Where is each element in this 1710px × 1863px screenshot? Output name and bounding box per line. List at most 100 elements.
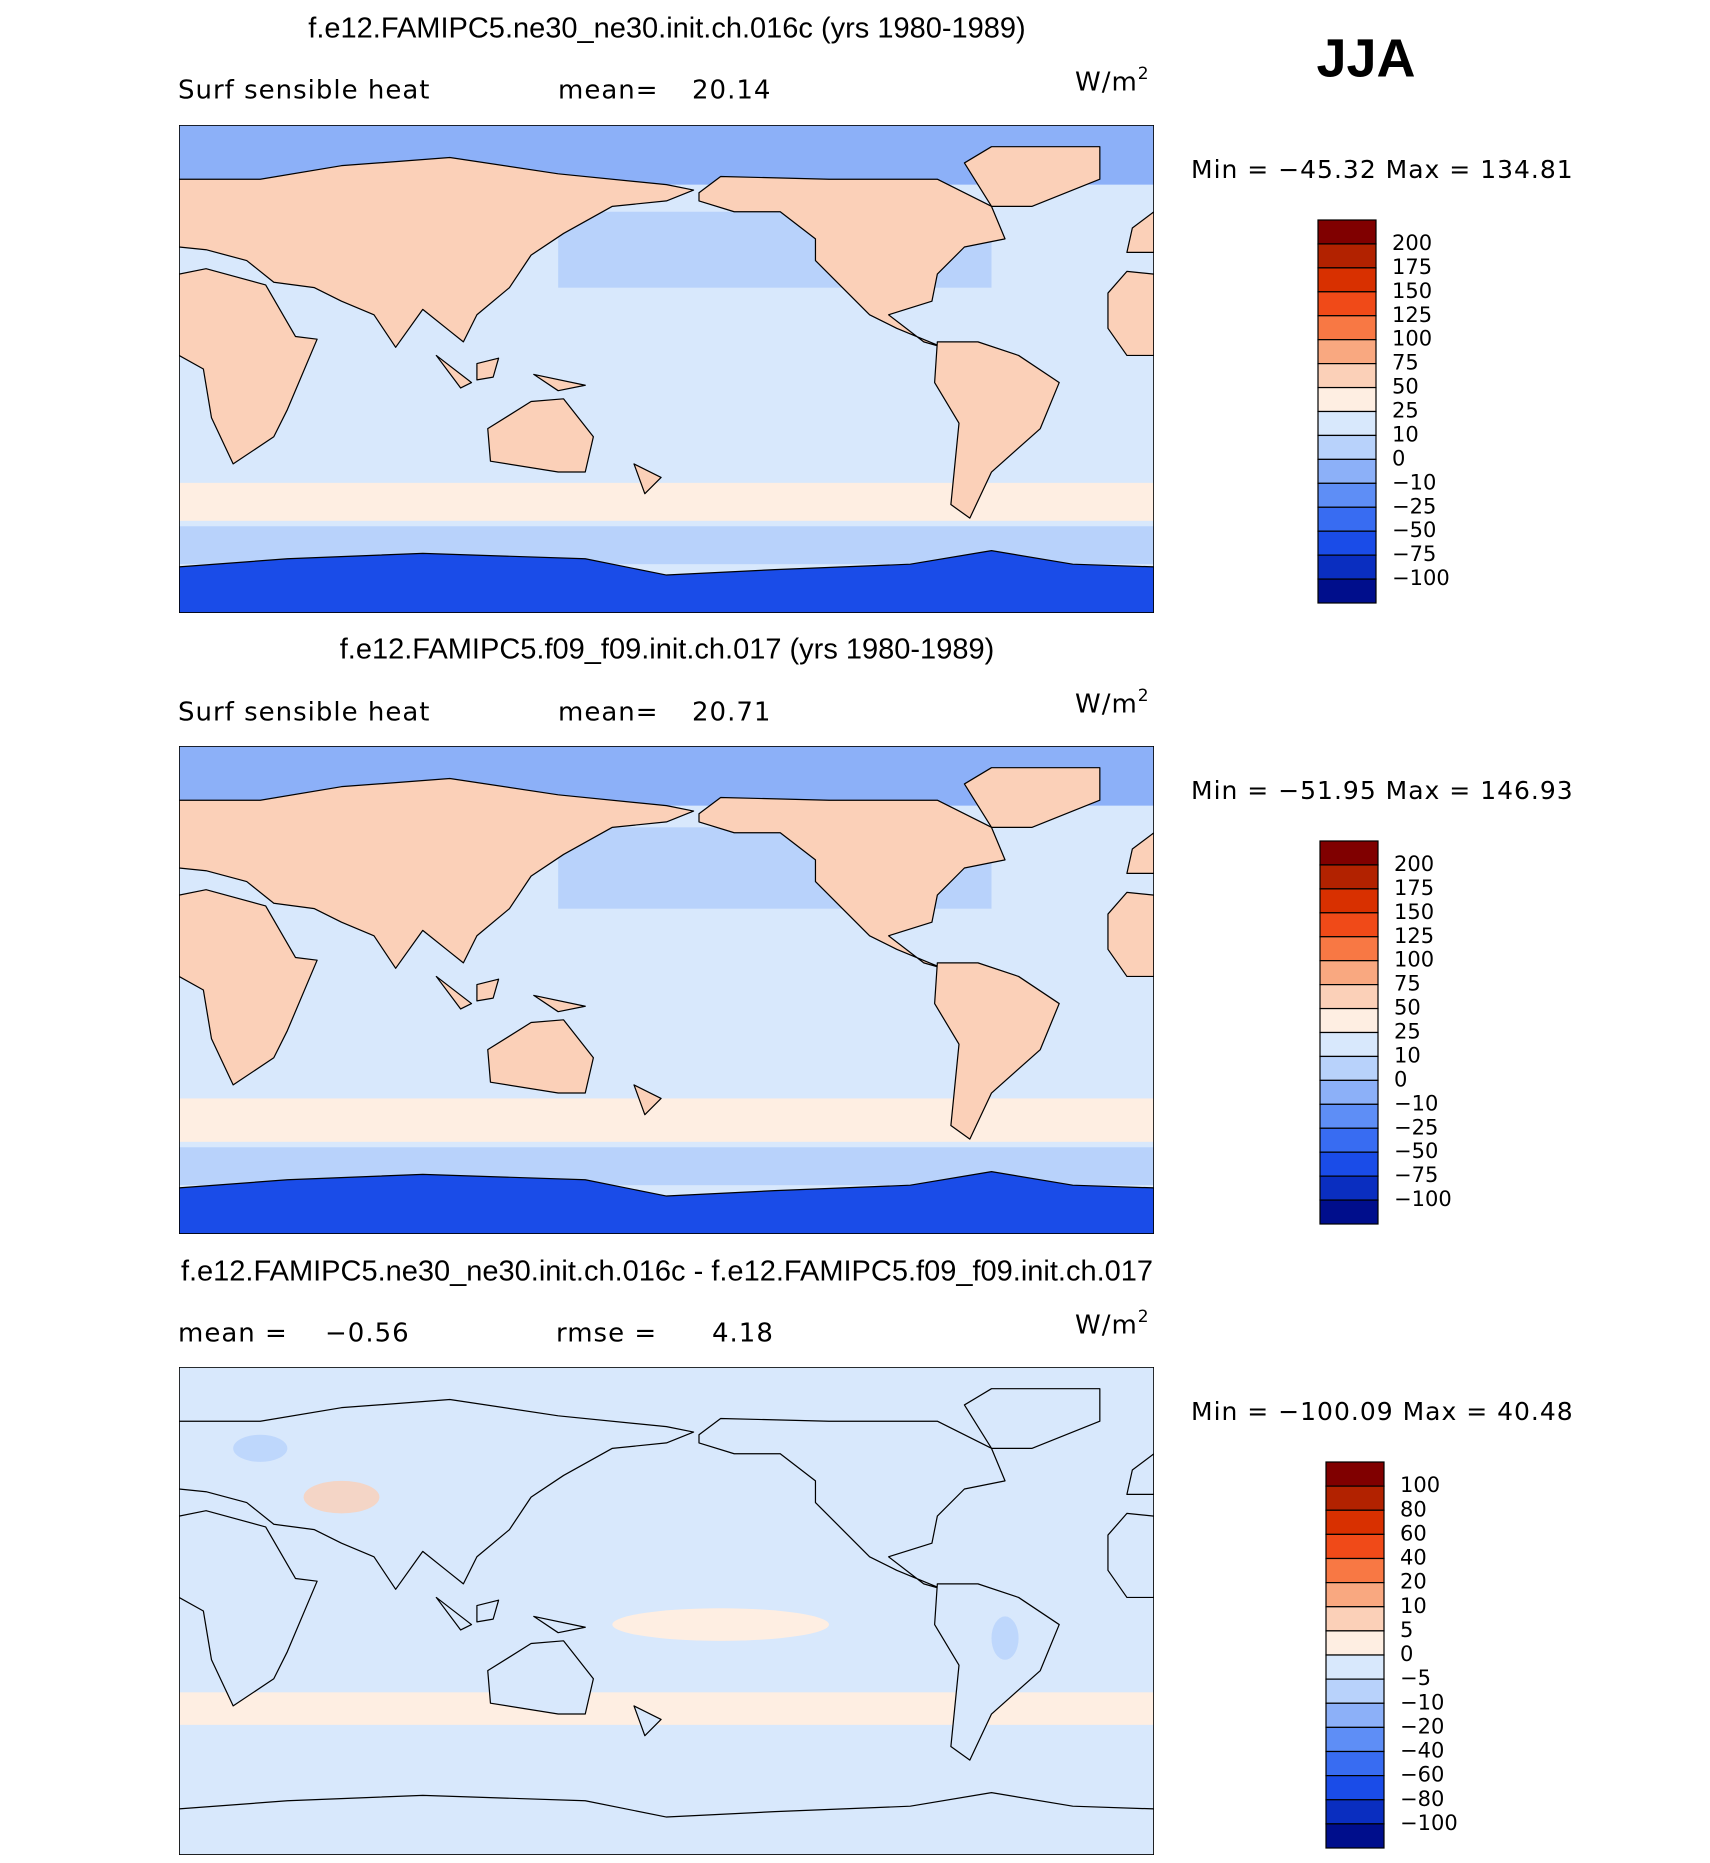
colorbar-box	[1319, 840, 1379, 866]
colorbar-label: 150	[1394, 900, 1434, 924]
colorbar-label: −100	[1394, 1187, 1452, 1211]
colorbar-box	[1317, 434, 1377, 460]
colorbar-label: 20	[1400, 1570, 1427, 1594]
range-label: Min = −45.32 Max = 134.81	[1191, 155, 1574, 184]
colorbar-box	[1325, 1654, 1385, 1680]
colorbar-label: 50	[1392, 375, 1419, 399]
colorbar-box	[1319, 1079, 1379, 1105]
rmse-value: 4.18	[712, 1319, 774, 1349]
colorbar-box	[1317, 530, 1377, 556]
colorbar-box	[1317, 458, 1377, 484]
units-exponent: 2	[1138, 64, 1150, 84]
colorbar-box	[1325, 1533, 1385, 1560]
colorbar-box	[1319, 1199, 1379, 1225]
colorbar-box	[1319, 1031, 1379, 1058]
panel-title: f.e12.FAMIPC5.ne30_ne30.init.ch.016c - f…	[181, 1256, 1153, 1288]
colorbar-box	[1325, 1461, 1385, 1487]
colorbar-label: −10	[1400, 1690, 1444, 1714]
colorbar-label: −100	[1392, 566, 1450, 590]
colorbar-box	[1325, 1823, 1385, 1849]
colorbar-box	[1325, 1630, 1385, 1656]
colorbar-box	[1317, 363, 1377, 389]
units: W/m2	[1075, 686, 1150, 720]
season-label: JJA	[1316, 28, 1415, 88]
colorbar-box	[1325, 1678, 1385, 1704]
colorbar-box	[1317, 386, 1377, 413]
colorbar-label: 10	[1400, 1594, 1427, 1618]
colorbar-label: 175	[1392, 255, 1432, 279]
colorbar-box	[1319, 1127, 1379, 1153]
map	[179, 1367, 1154, 1855]
colorbar-label: 40	[1400, 1546, 1427, 1570]
colorbar-label: −60	[1400, 1763, 1444, 1787]
colorbar-box	[1317, 482, 1377, 508]
colorbar-box	[1319, 1175, 1379, 1201]
colorbar-label: 80	[1400, 1497, 1427, 1521]
colorbar-label: 50	[1394, 996, 1421, 1020]
range-label: Min = −100.09 Max = 40.48	[1191, 1397, 1574, 1426]
colorbar-label: −75	[1394, 1163, 1438, 1187]
colorbar-box	[1319, 960, 1379, 986]
colorbar-label: −50	[1392, 518, 1436, 542]
colorbar-box	[1317, 219, 1377, 245]
colorbar-box	[1325, 1750, 1385, 1777]
colorbar-label: −75	[1392, 542, 1436, 566]
colorbar-label: −25	[1394, 1115, 1438, 1139]
colorbar-box	[1319, 888, 1379, 914]
colorbar-label: 100	[1400, 1473, 1440, 1497]
colorbar-box	[1325, 1702, 1385, 1728]
colorbar-box	[1325, 1606, 1385, 1632]
colorbar-box	[1325, 1557, 1385, 1584]
colorbar-label: 175	[1394, 876, 1434, 900]
mean-label: mean =	[178, 1319, 288, 1349]
mean-value: 20.14	[692, 76, 771, 106]
rmse-label: rmse =	[556, 1319, 657, 1349]
colorbar-label: 0	[1392, 446, 1405, 470]
colorbar-box	[1317, 410, 1377, 437]
colorbar-box	[1317, 578, 1377, 604]
colorbar-label: 60	[1400, 1521, 1427, 1545]
colorbar-box	[1319, 936, 1379, 962]
colorbar-box	[1319, 1151, 1379, 1177]
map	[179, 746, 1154, 1234]
colorbar-label: 10	[1394, 1043, 1421, 1067]
mean-value: 20.71	[692, 698, 771, 728]
range-label: Min = −51.95 Max = 146.93	[1191, 776, 1574, 805]
colorbar-box	[1319, 912, 1379, 938]
colorbar-box	[1317, 267, 1377, 293]
map	[179, 125, 1154, 613]
field-name: Surf sensible heat	[178, 698, 430, 728]
colorbar-label: 25	[1392, 399, 1419, 423]
colorbar-box	[1317, 315, 1377, 341]
units: W/m2	[1075, 64, 1150, 98]
colorbar-label: 10	[1392, 422, 1419, 446]
colorbar-box	[1319, 1007, 1379, 1034]
colorbar-box	[1317, 339, 1377, 365]
colorbar-box	[1319, 864, 1379, 890]
colorbar-box	[1325, 1582, 1385, 1608]
colorbar-label: 5	[1400, 1618, 1413, 1642]
colorbar-label: −100	[1400, 1811, 1458, 1835]
colorbar-box	[1317, 291, 1377, 317]
colorbar-label: 100	[1392, 327, 1432, 351]
colorbar-label: −80	[1400, 1787, 1444, 1811]
colorbar-label: 25	[1394, 1020, 1421, 1044]
colorbar-label: 200	[1394, 852, 1434, 876]
colorbar-box	[1319, 1055, 1379, 1081]
colorbar-box	[1325, 1485, 1385, 1511]
colorbar-label: −25	[1392, 494, 1436, 518]
colorbar-label: 150	[1392, 279, 1432, 303]
colorbar-box	[1317, 554, 1377, 580]
colorbar-box	[1325, 1775, 1385, 1801]
units-exponent: 2	[1138, 1307, 1150, 1327]
colorbar-label: 125	[1394, 924, 1434, 948]
colorbar-box	[1325, 1726, 1385, 1753]
colorbar-label: −5	[1400, 1666, 1431, 1690]
colorbar-label: 0	[1400, 1642, 1413, 1666]
field-name: Surf sensible heat	[178, 76, 430, 106]
colorbar-box	[1317, 506, 1377, 532]
colorbar-label: −40	[1400, 1739, 1444, 1763]
colorbar-label: 0	[1394, 1067, 1407, 1091]
colorbar-box	[1325, 1509, 1385, 1535]
